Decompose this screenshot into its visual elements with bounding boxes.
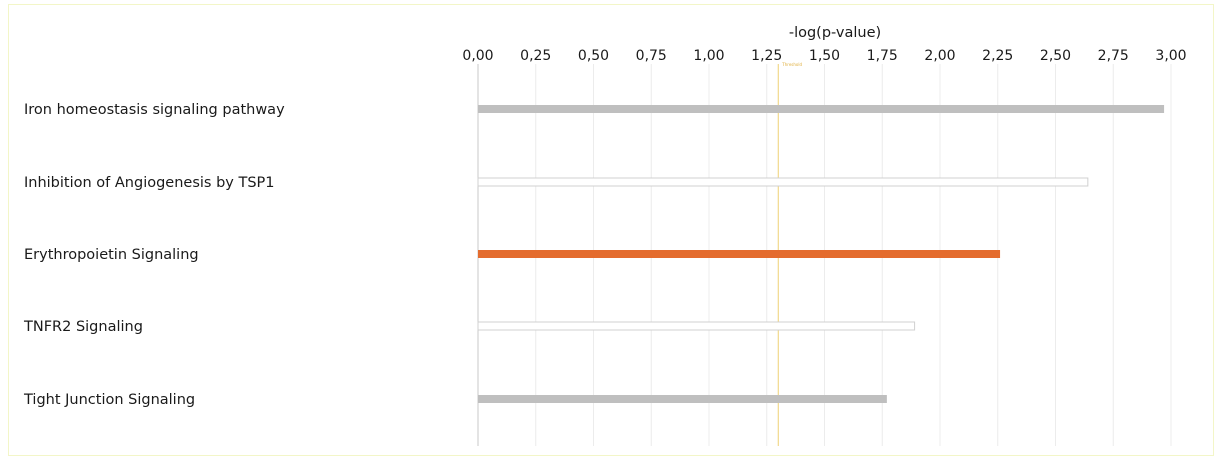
category-labels: Iron homeostasis signaling pathway Inhibi… bbox=[23, 102, 285, 408]
x-tick-label: 2,00 bbox=[924, 48, 955, 64]
category-label: Inhibition of Angiogenesis by TSP1 bbox=[24, 175, 275, 191]
threshold-label: Threshold bbox=[781, 62, 802, 67]
bars bbox=[477, 105, 1165, 403]
x-tick-label: 2,50 bbox=[1040, 48, 1071, 64]
category-label: Iron homeostasis signaling pathway bbox=[24, 102, 285, 118]
x-tick-label: 2,25 bbox=[982, 48, 1013, 64]
chart-frame bbox=[8, 4, 1214, 456]
x-tick-label: 1,75 bbox=[867, 48, 898, 64]
category-label: Erythropoietin Signaling bbox=[24, 247, 199, 263]
bar[interactable] bbox=[477, 177, 1089, 187]
x-tick-label: 0,75 bbox=[636, 48, 667, 64]
x-tick-label: 3,00 bbox=[1155, 48, 1186, 64]
x-tick-label: 0,50 bbox=[578, 48, 609, 64]
x-tick-label: 0,25 bbox=[520, 48, 551, 64]
bar[interactable] bbox=[478, 105, 1165, 113]
x-tick-label: 1,25 bbox=[751, 48, 782, 64]
x-tick-label: 1,00 bbox=[693, 48, 724, 64]
x-tick-label: 1,50 bbox=[809, 48, 840, 64]
x-tick-label: 0,00 bbox=[462, 48, 493, 64]
x-tick-labels: 0,00 0,25 0,50 0,75 1,00 1,25 1,50 1,75 2,00 2,25… bbox=[462, 48, 1186, 64]
bar[interactable] bbox=[478, 395, 887, 403]
category-label: TNFR2 Signaling bbox=[23, 319, 143, 335]
bar[interactable] bbox=[478, 250, 1001, 258]
x-tick-label: 2,75 bbox=[1098, 48, 1129, 64]
category-label: Tight Junction Signaling bbox=[23, 392, 195, 408]
bar[interactable] bbox=[477, 321, 916, 331]
x-axis-title: -log(p-value) bbox=[789, 25, 881, 41]
